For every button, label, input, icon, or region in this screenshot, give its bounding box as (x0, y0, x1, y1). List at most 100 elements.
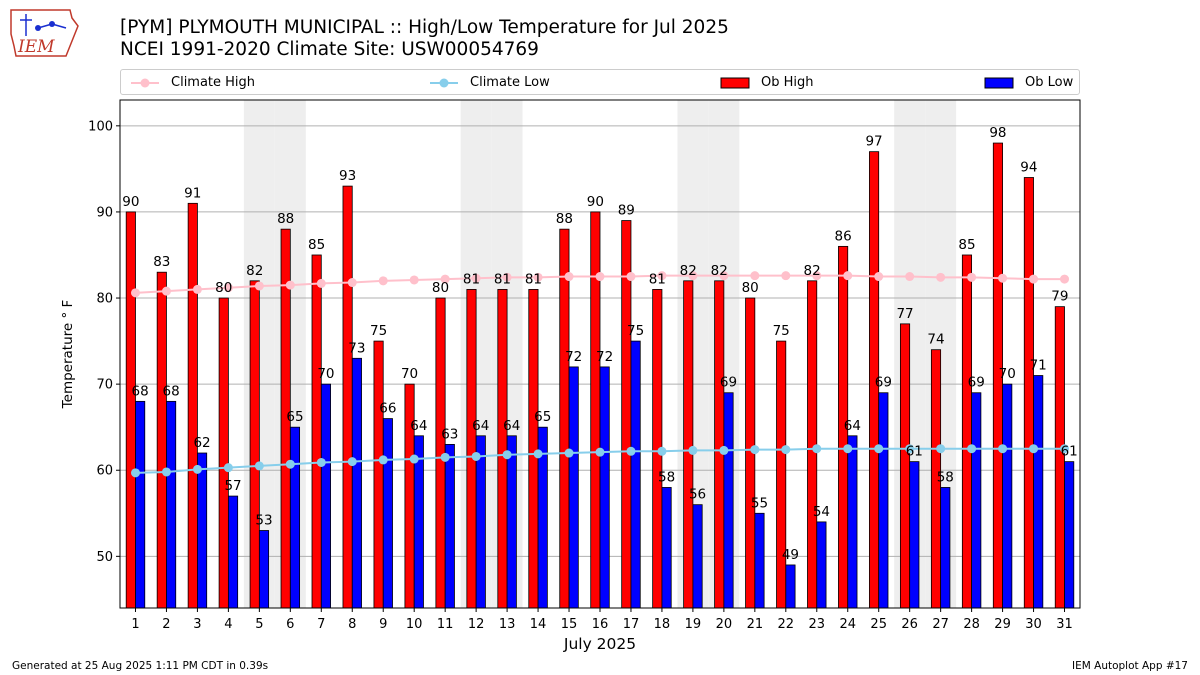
x-tick-label: 17 (623, 617, 640, 632)
climate-low-point (595, 447, 605, 457)
legend-line-marker-icon (430, 78, 458, 88)
climate-low-point (936, 444, 946, 454)
climate-low-point (440, 452, 450, 462)
climate-low-point (750, 445, 760, 455)
climate-low-point (316, 457, 326, 467)
ob-high-data-label: 88 (556, 211, 573, 227)
legend-swatch-icon (720, 77, 750, 89)
ob-high-bar (528, 289, 539, 609)
climate-low-point (843, 444, 853, 454)
ob-low-bar (166, 400, 177, 609)
climate-high-point (347, 278, 357, 288)
climate-high-point (378, 276, 388, 286)
logo-text: IEM (17, 37, 55, 57)
chart-title: [PYM] PLYMOUTH MUNICIPAL :: High/Low Tem… (120, 17, 729, 38)
ob-low-data-label: 63 (441, 426, 458, 442)
x-tick-label: 29 (994, 617, 1011, 632)
climate-high-point (595, 272, 605, 282)
x-tick-label: 27 (932, 617, 949, 632)
x-tick-label: 22 (778, 617, 795, 632)
climate-high-point (471, 273, 481, 283)
climate-high-point (998, 273, 1008, 283)
y-tick-label: 70 (96, 378, 113, 393)
climate-lines (130, 271, 1070, 478)
ob-high-data-label: 81 (494, 271, 511, 287)
ob-high-bar (807, 280, 818, 609)
climate-low-point (905, 444, 915, 454)
ob-low-data-label: 71 (1030, 358, 1047, 374)
ob-high-data-label: 82 (711, 263, 728, 279)
ob-low-bar (599, 366, 610, 609)
ob-low-bar (692, 504, 703, 609)
climate-high-point (130, 288, 140, 298)
legend-label-ob-low: Ob Low (1025, 75, 1074, 90)
ob-high-data-label: 88 (277, 211, 294, 227)
x-tick-label: 2 (162, 617, 170, 632)
x-tick-label: 8 (348, 617, 356, 632)
x-tick-label: 26 (901, 617, 918, 632)
footer-app: IEM Autoplot App #17 (1072, 660, 1188, 672)
climate-low-point (347, 457, 357, 467)
chart-subtitle: NCEI 1991-2020 Climate Site: USW00054769 (120, 39, 539, 60)
climate-low-point (223, 463, 233, 473)
ob-low-data-label: 64 (844, 418, 861, 434)
y-tick-label: 90 (96, 205, 113, 220)
climate-low-point (471, 451, 481, 461)
ob-low-bar (289, 426, 301, 609)
ob-high-data-label: 82 (246, 263, 263, 279)
x-tick-label: 18 (654, 617, 671, 632)
ob-high-bar (342, 185, 353, 609)
x-tick-label: 4 (224, 617, 232, 632)
ob-high-data-label: 86 (835, 228, 852, 244)
ob-high-bar (776, 340, 787, 609)
ob-high-data-label: 85 (308, 237, 325, 253)
ob-low-data-label: 69 (875, 375, 892, 391)
ob-low-data-label: 72 (596, 349, 613, 365)
ob-low-bar (506, 435, 517, 609)
y-tick-label: 80 (96, 292, 113, 307)
ob-low-bar (1064, 461, 1075, 609)
climate-high-point (626, 272, 636, 282)
climate-high-point (409, 275, 419, 285)
ob-low-bar (475, 435, 486, 609)
x-tick-label: 5 (255, 617, 263, 632)
climate-low-point (130, 468, 140, 478)
ob-high-bar (899, 323, 911, 609)
ob-high-data-label: 91 (184, 185, 201, 201)
ob-high-bar (156, 271, 167, 609)
climate-high-point (781, 271, 791, 281)
x-tick-label: 10 (406, 617, 423, 632)
ob-low-data-label: 53 (255, 513, 272, 529)
climate-low-point (781, 445, 791, 455)
ob-low-data-label: 49 (782, 547, 799, 563)
ob-low-bar (971, 392, 982, 609)
ob-low-bar (723, 392, 734, 609)
ob-low-bar (785, 564, 796, 609)
legend-swatch-icon (984, 77, 1014, 89)
climate-high-point (874, 272, 884, 282)
ob-low-data-label: 55 (751, 495, 768, 511)
ob-high-data-label: 80 (742, 280, 759, 296)
ob-high-data-label: 77 (896, 306, 913, 322)
ob-high-bar (311, 254, 322, 609)
ob-low-bar (258, 530, 270, 609)
climate-low-point (1029, 444, 1039, 454)
climate-low-point (564, 448, 574, 458)
ob-high-bar (714, 280, 725, 609)
x-tick-label: 6 (286, 617, 294, 632)
ob-low-data-label: 68 (163, 383, 180, 399)
ob-high-bar (590, 211, 601, 609)
climate-low-point (967, 444, 977, 454)
climate-high-point (750, 271, 760, 281)
climate-low-point (192, 464, 202, 474)
ob-low-data-label: 64 (472, 418, 489, 434)
climate-high-point (502, 272, 512, 282)
ob-low-bar (227, 495, 239, 609)
ob-high-bar (218, 297, 229, 609)
climate-high-point (905, 272, 915, 282)
ob-low-bar (909, 461, 920, 609)
ob-high-data-label: 70 (401, 366, 418, 382)
ob-high-data-label: 93 (339, 168, 356, 184)
ob-high-data-label: 75 (370, 323, 387, 339)
